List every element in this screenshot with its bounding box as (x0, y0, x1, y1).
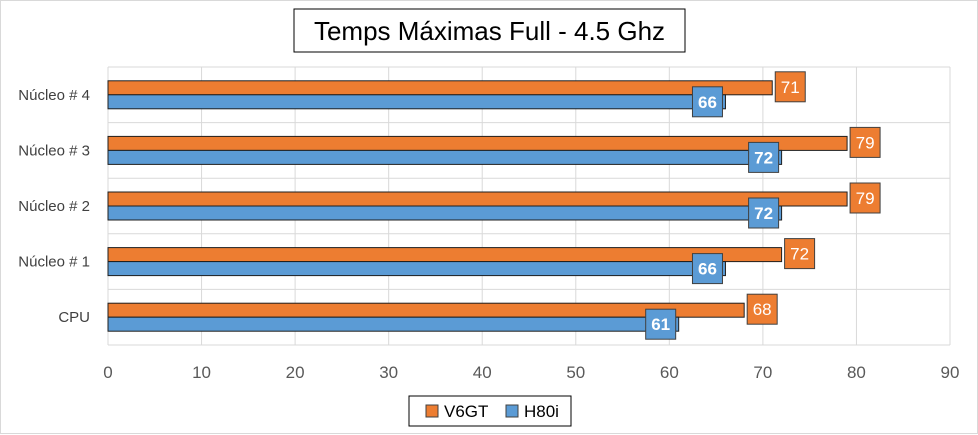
x-tick-label: 80 (847, 363, 866, 382)
data-label-h80i: 72 (754, 204, 773, 223)
data-label-v6gt: 68 (753, 300, 772, 319)
data-labels: 68 61 72 66 79 72 79 72 71 66 (645, 71, 881, 340)
data-label-v6gt: 71 (781, 78, 800, 97)
legend-swatch-h80i (505, 404, 519, 418)
legend-label-v6gt: V6GT (444, 402, 488, 421)
category-label: Núcleo # 4 (18, 87, 90, 104)
x-tick-label: 40 (473, 363, 492, 382)
data-label-box-h80i (645, 308, 677, 340)
legend: V6GT H80i (408, 395, 572, 427)
chart-title-box (293, 8, 686, 53)
data-label-v6gt: 72 (790, 245, 809, 264)
bar-h80i (107, 205, 783, 221)
category-label: Núcleo # 3 (18, 142, 90, 159)
data-label-box-h80i (691, 86, 723, 118)
data-label-h80i: 66 (698, 93, 717, 112)
data-label-h80i: 66 (698, 260, 717, 279)
legend-swatch-v6gt (425, 404, 439, 418)
data-label-v6gt: 79 (856, 133, 875, 152)
bar-h80i (107, 149, 783, 165)
x-axis-tick-labels: 0 10 20 30 40 50 60 70 80 90 (103, 363, 959, 382)
category-label: Núcleo # 2 (18, 198, 90, 215)
data-label-box-h80i (691, 253, 723, 285)
bar-v6gt (107, 135, 848, 151)
bar-h80i (107, 316, 680, 332)
data-label-box-v6gt (784, 238, 816, 270)
x-tick-label: 70 (753, 363, 772, 382)
x-tick-label: 60 (660, 363, 679, 382)
bar-h80i (107, 261, 726, 277)
bar-v6gt (107, 247, 783, 263)
x-tick-label: 90 (941, 363, 960, 382)
bar-v6gt (107, 191, 848, 207)
data-label-box-h80i (748, 197, 780, 229)
category-label: CPU (58, 309, 90, 326)
data-label-box-h80i (748, 141, 780, 173)
data-label-box-v6gt (849, 126, 881, 158)
bar-h80i (107, 94, 726, 110)
chart-title: Temps Máximas Full - 4.5 Ghz (314, 16, 665, 46)
x-tick-label: 30 (379, 363, 398, 382)
data-label-box-v6gt (746, 293, 778, 325)
gridlines (107, 66, 951, 346)
data-label-h80i: 72 (754, 148, 773, 167)
x-tick-label: 10 (192, 363, 211, 382)
x-tick-label: 20 (286, 363, 305, 382)
data-label-h80i: 61 (651, 315, 670, 334)
x-tick-label: 50 (566, 363, 585, 382)
y-axis-category-labels: CPU Núcleo # 1 Núcleo # 2 Núcleo # 3 Núcleo … (18, 87, 90, 326)
legend-label-h80i: H80i (524, 402, 559, 421)
data-label-v6gt: 79 (856, 189, 875, 208)
data-label-box-v6gt (849, 182, 881, 214)
chart-title-group: Temps Máximas Full - 4.5 Ghz (293, 8, 686, 53)
bars (107, 80, 848, 332)
x-tick-label: 0 (103, 363, 112, 382)
bar-v6gt (107, 80, 773, 96)
data-label-box-v6gt (774, 71, 806, 103)
category-label: Núcleo # 1 (18, 254, 90, 271)
